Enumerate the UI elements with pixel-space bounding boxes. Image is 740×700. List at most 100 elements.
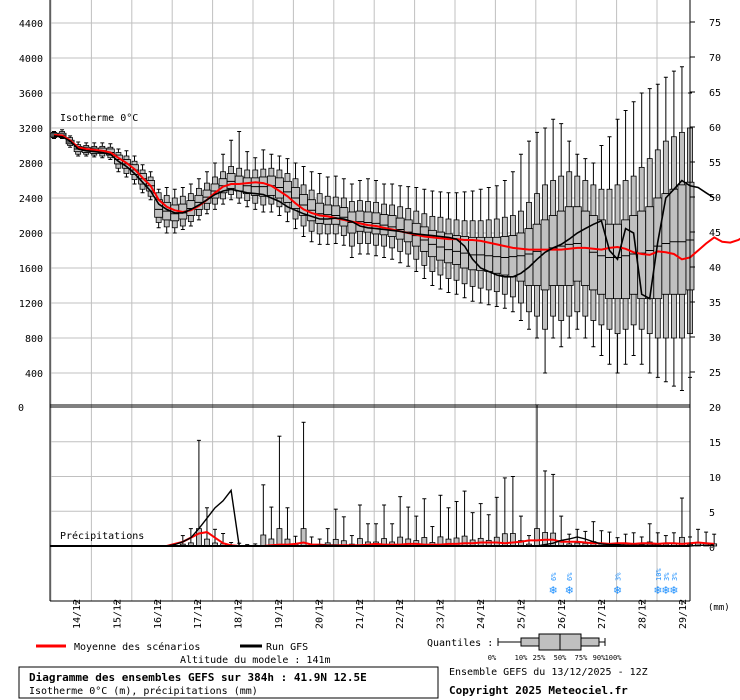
box-q25-q75 xyxy=(556,210,566,286)
x-date-label: 16/12 xyxy=(153,599,164,629)
y-tick-label: 4000 xyxy=(19,54,43,65)
precip-tick-label: 10 xyxy=(709,473,721,484)
precip-box xyxy=(204,538,210,547)
precip-box xyxy=(276,528,283,547)
precip-box xyxy=(461,535,468,547)
box-q75-q90 xyxy=(646,158,653,208)
box-plot xyxy=(556,123,566,348)
right-tick-label: 35 xyxy=(709,298,721,309)
x-date-label: 17/12 xyxy=(193,599,204,629)
box-q10-q25 xyxy=(252,194,259,204)
box-q10-q25 xyxy=(381,234,387,247)
zero-left-label: 0 xyxy=(18,403,24,414)
legend: Moyenne des scénarios Run GFS Altitude d… xyxy=(36,641,331,666)
box-plot xyxy=(532,131,542,339)
box-plot xyxy=(629,101,639,356)
x-date-label: 20/12 xyxy=(314,599,325,629)
x-date-label: 19/12 xyxy=(274,599,285,629)
box-q75-q90 xyxy=(542,184,548,221)
x-date-label: 14/12 xyxy=(72,599,83,629)
box-q75-q90 xyxy=(147,176,154,181)
box-q25-q75 xyxy=(613,223,622,300)
box-plot xyxy=(355,180,365,255)
box-q75-q90 xyxy=(179,195,186,205)
box-q75-q90 xyxy=(316,193,323,204)
box-q25-q75 xyxy=(403,219,413,243)
box-q75-q90 xyxy=(187,193,194,202)
box-q10-q25 xyxy=(389,236,396,249)
box-q10-q25 xyxy=(429,256,436,272)
box-q10-q25 xyxy=(654,298,661,339)
y-tick-label: 2400 xyxy=(19,194,43,205)
box-q10-q25 xyxy=(445,262,452,279)
box-q75-q90 xyxy=(654,149,661,199)
box-q75-q90 xyxy=(606,188,613,225)
box-q75-q90 xyxy=(630,175,637,216)
box-q75-q90 xyxy=(332,196,339,207)
box-q75-q90 xyxy=(453,219,460,237)
box-q75-q90 xyxy=(300,184,307,195)
precip-label: Précipitations xyxy=(60,530,144,542)
box-q10-q25 xyxy=(308,220,315,232)
y-tick-label: 800 xyxy=(25,334,43,345)
gfs-isotherm-line xyxy=(53,135,715,300)
box-q10-q25 xyxy=(332,223,339,235)
quantile-10-25-box xyxy=(520,637,540,647)
box-q25-q75 xyxy=(419,226,429,252)
box-q75-q90 xyxy=(526,201,532,230)
box-q75-q90 xyxy=(501,216,508,237)
box-plot xyxy=(436,191,445,290)
box-q75-q90 xyxy=(421,213,428,228)
box-q75-q90 xyxy=(373,201,379,214)
box-q75-q90 xyxy=(566,171,573,208)
box-q10-q25 xyxy=(630,293,637,326)
box-q10-q25 xyxy=(542,289,548,330)
y-tick-label: 1200 xyxy=(19,299,43,310)
box-q75-q90 xyxy=(389,204,396,216)
box-q75-q90 xyxy=(598,188,605,221)
box-plot xyxy=(379,183,389,258)
box-q10-q25 xyxy=(574,280,581,313)
box-q75-q90 xyxy=(437,216,444,233)
box-q10-q25 xyxy=(204,202,210,210)
box-q10-q25 xyxy=(348,232,355,247)
box-layer xyxy=(49,66,695,391)
box-q10-q25 xyxy=(606,298,613,330)
x-date-label: 25/12 xyxy=(516,599,527,629)
quantile-tick-label: 100% xyxy=(605,654,623,662)
snow-percent: 3% xyxy=(671,572,679,581)
quantile-tick-label: 50% xyxy=(554,654,567,662)
box-plot xyxy=(572,153,582,330)
box-q25-q75 xyxy=(395,217,405,240)
box-q10-q25 xyxy=(646,298,653,335)
box-q75-q90 xyxy=(348,201,355,213)
box-q75-q90 xyxy=(397,206,404,219)
box-plot xyxy=(516,153,526,321)
box-q75-q90 xyxy=(276,169,283,179)
box-q10-q25 xyxy=(187,215,194,223)
box-q25-q75 xyxy=(500,236,510,276)
quantile-tick-label: 0% xyxy=(488,654,497,662)
snowflake-icon: ❄ xyxy=(565,584,574,597)
box-q10-q25 xyxy=(614,298,621,335)
box-q10-q25 xyxy=(469,269,476,287)
box-plot xyxy=(419,188,429,279)
y-tick-label: 400 xyxy=(25,369,43,380)
box-q75-q90 xyxy=(252,169,259,179)
snow-percent: 3% xyxy=(615,572,623,581)
box-q10-q25 xyxy=(679,293,685,339)
y-tick-label: 3600 xyxy=(19,89,43,100)
box-q10-q25 xyxy=(526,285,532,313)
legend-mean-label: Moyenne des scénarios xyxy=(74,641,200,653)
box-q10-q25 xyxy=(179,218,186,227)
box-q10-q25 xyxy=(662,293,669,339)
box-q75-q90 xyxy=(220,171,226,180)
box-q10-q25 xyxy=(300,215,307,227)
x-date-label: 26/12 xyxy=(557,599,568,629)
box-q75-q90 xyxy=(228,166,235,174)
x-date-label: 29/12 xyxy=(678,599,689,629)
quantiles-label: Quantiles : xyxy=(427,638,493,649)
box-plot xyxy=(452,192,461,295)
box-q10-q25 xyxy=(115,163,122,169)
y-tick-label: 4400 xyxy=(19,19,43,30)
